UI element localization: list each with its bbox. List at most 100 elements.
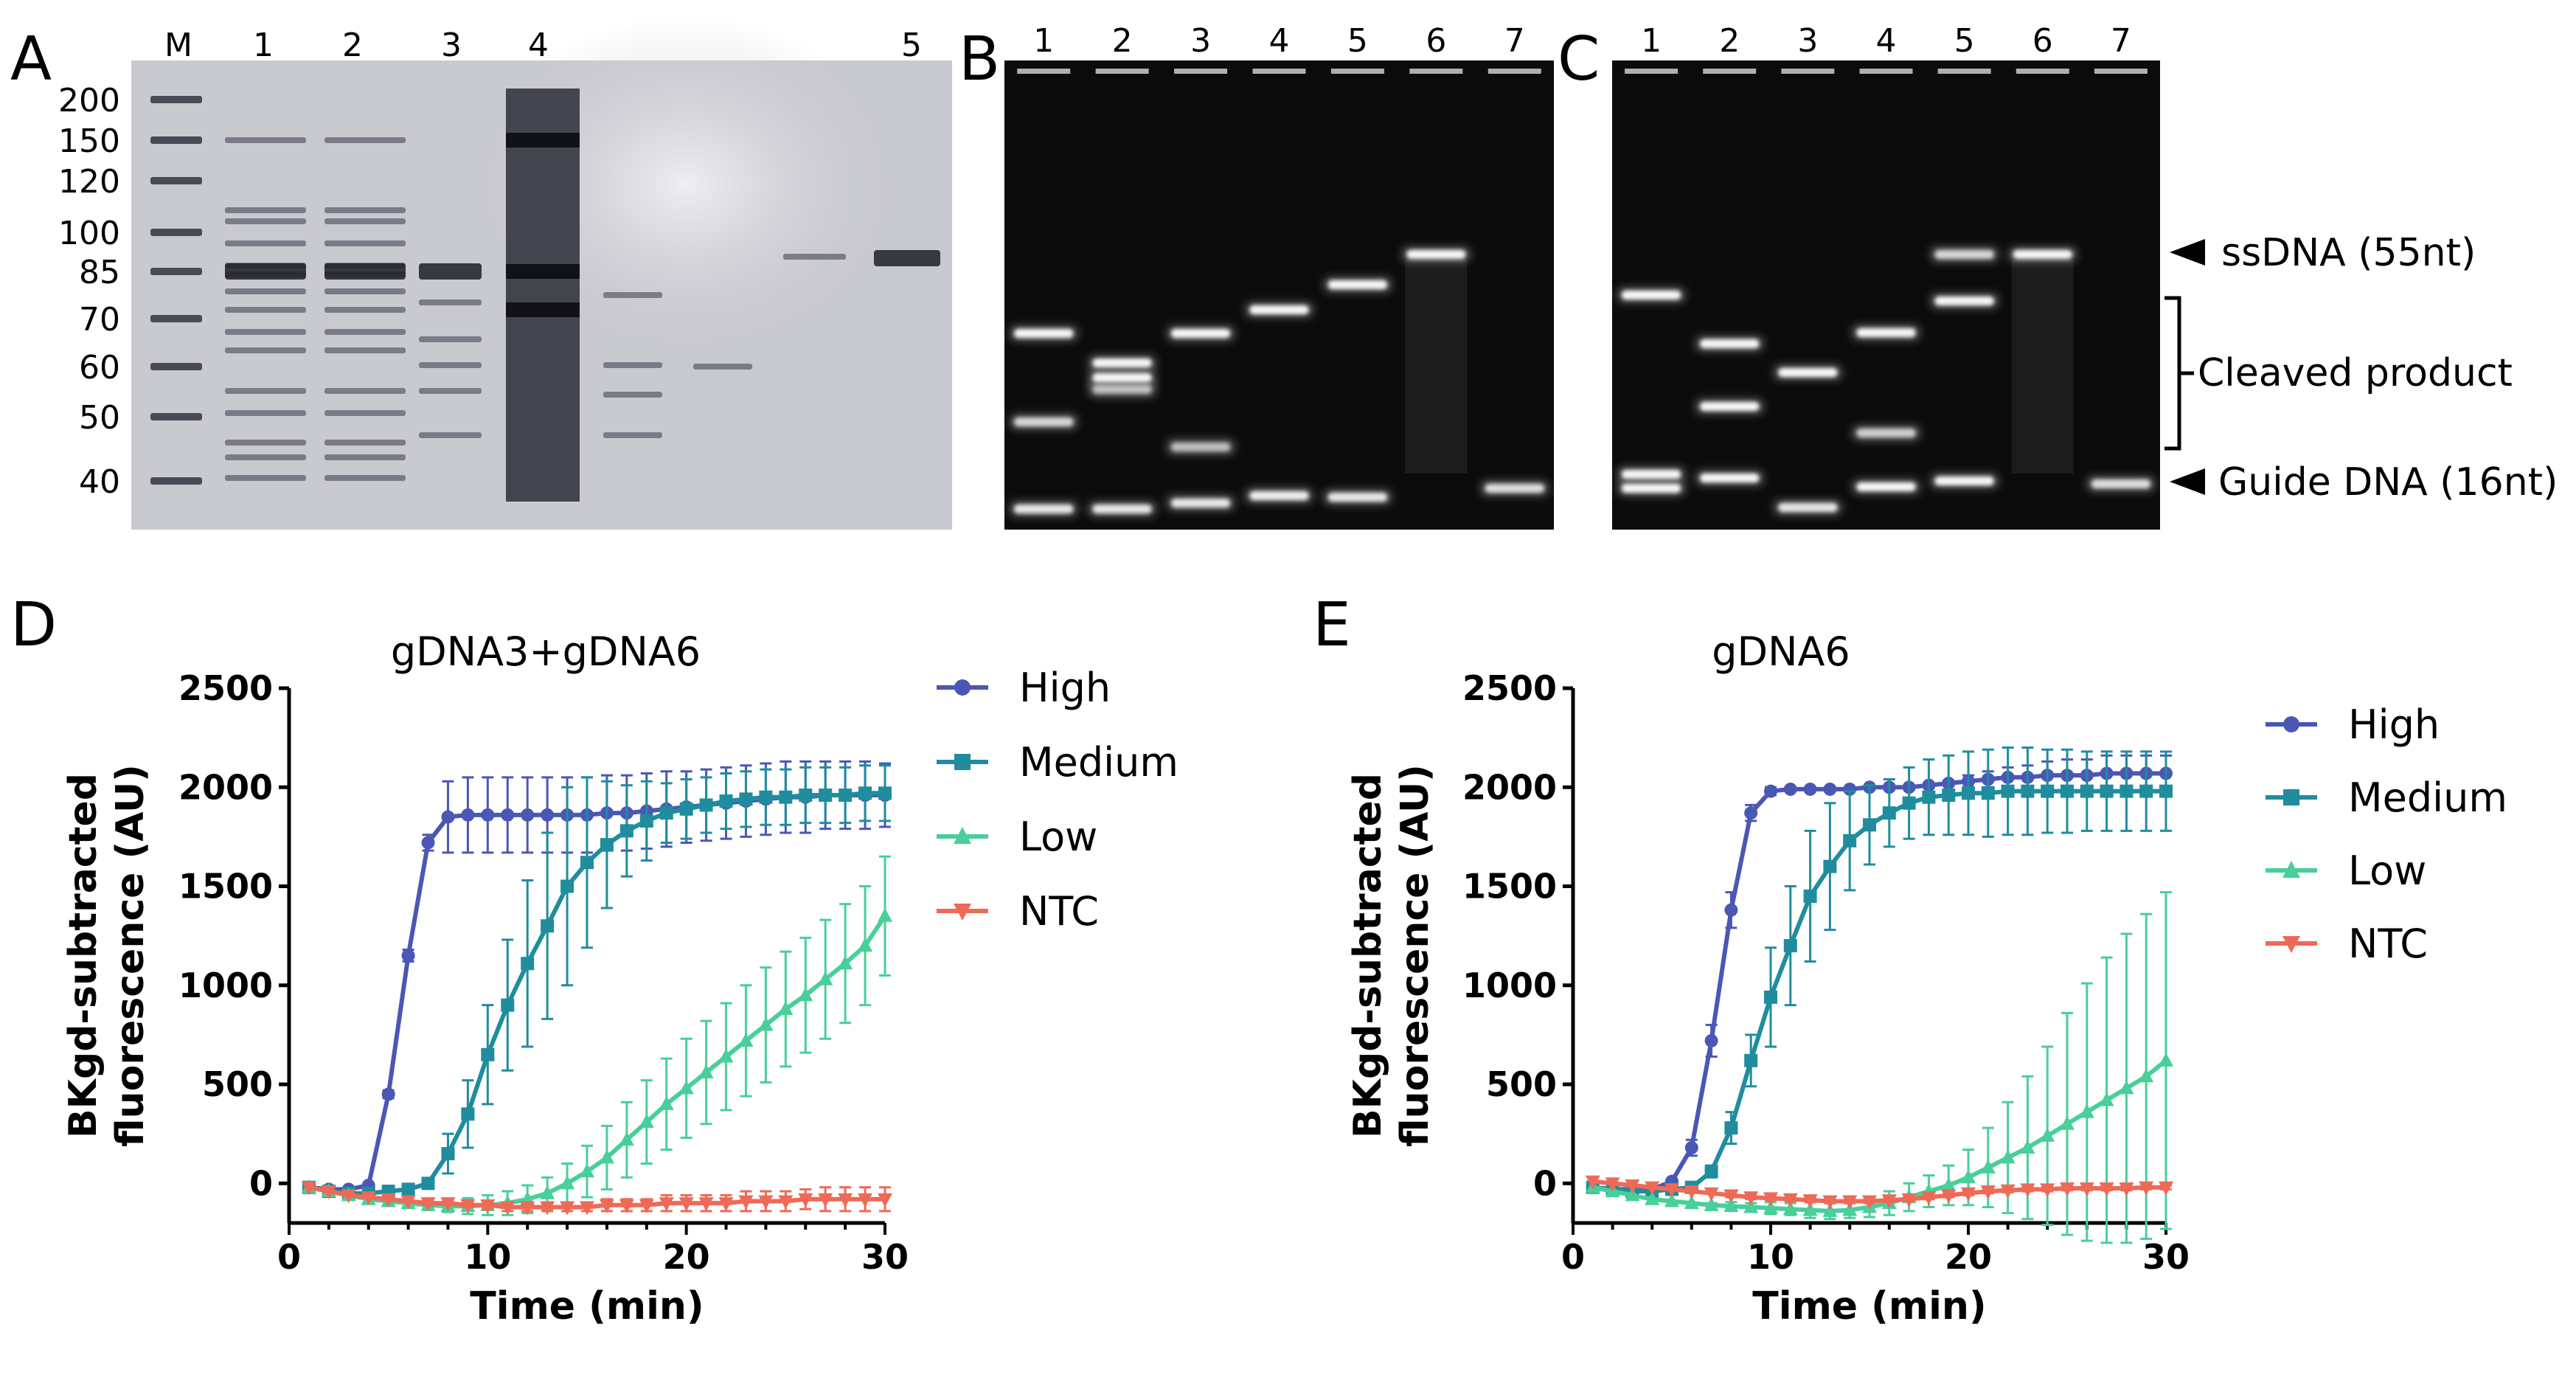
marker-circle [401, 949, 415, 963]
marker-square [541, 919, 555, 933]
gel-well [1095, 69, 1149, 74]
marker-triangle [1822, 1202, 1838, 1217]
marker-triangle [619, 1132, 634, 1146]
marker-triangle-down [420, 1197, 436, 1212]
gel-a-band [603, 432, 662, 438]
gel-band [1327, 493, 1387, 502]
gel-band [1485, 484, 1544, 493]
gel-a-band [603, 392, 662, 398]
gel-band [1856, 429, 1916, 437]
gel-band [2013, 250, 2072, 259]
marker-triangle [659, 1095, 674, 1110]
marker-square [759, 790, 773, 804]
marker-square [501, 998, 515, 1012]
gel-band [1092, 373, 1152, 382]
marker-square [2139, 784, 2153, 798]
gel-well [1252, 69, 1306, 74]
marker-triangle-down [1842, 1195, 1858, 1210]
gel-band [2091, 479, 2150, 488]
gel-a-band [419, 263, 482, 280]
gel-a-band [506, 264, 580, 279]
gel-a-marker-label: 70 [79, 301, 120, 339]
gel-a-band [225, 410, 306, 416]
marker-triangle-down [580, 1201, 594, 1216]
gel-b-lane-label: 5 [1347, 22, 1368, 60]
gel-a-band [506, 133, 580, 148]
marker-square [799, 789, 813, 802]
gel-a-band [324, 440, 406, 446]
marker-square [1823, 859, 1837, 873]
marker-circle [481, 808, 495, 822]
marker-triangle [698, 1064, 714, 1078]
legend-label: Low [1019, 814, 1097, 860]
gel-band [1700, 339, 1760, 348]
marker-triangle-down [698, 1197, 714, 1212]
marker-triangle-down [818, 1193, 833, 1207]
x-tick-label: 0 [277, 1237, 301, 1277]
gel-a-marker-band [150, 229, 202, 236]
marker-square [639, 814, 653, 828]
gel-a-band [603, 362, 662, 368]
marker-circle [954, 679, 971, 696]
marker-triangle-down [560, 1201, 575, 1216]
cleaved-bracket [2164, 296, 2194, 451]
y-tick-label: 500 [202, 1064, 273, 1104]
gel-band [1171, 443, 1231, 451]
gel-a-marker-label: 50 [79, 399, 120, 437]
marker-triangle-down [1704, 1187, 1719, 1202]
marker-triangle-down [2159, 1181, 2173, 1196]
marker-triangle [718, 1048, 734, 1063]
gel-band [1934, 250, 1994, 259]
marker-triangle-down [659, 1197, 674, 1212]
gel-a-band [324, 388, 406, 394]
series-line [1592, 1179, 2166, 1204]
gel-a-band [225, 329, 306, 335]
gel-well [2016, 69, 2069, 74]
marker-triangle [738, 1032, 754, 1047]
marker-square [878, 786, 892, 800]
legend-label: NTC [2348, 921, 2428, 967]
marker-circle [441, 810, 455, 824]
marker-triangle [1625, 1187, 1640, 1202]
marker-square [1704, 1165, 1718, 1179]
marker-triangle [838, 955, 853, 970]
series-ntc [1585, 1175, 2173, 1210]
series-line [308, 791, 885, 1196]
gel-a [131, 15, 952, 530]
marker-triangle [2139, 1068, 2154, 1083]
marker-triangle-down [1980, 1185, 1996, 1200]
gel-band [1934, 297, 1994, 305]
gel-b-lane-label: 3 [1190, 22, 1211, 60]
chart-d: 0 500 1000 1500 2000 2500 0 10 20 30 Time (min) BKg… [61, 628, 1178, 1328]
gel-band [1856, 328, 1916, 337]
gel-band [1622, 291, 1681, 299]
gel-c-lane-label: 4 [1876, 22, 1897, 60]
marker-triangle-down [1763, 1192, 1778, 1207]
gel-a-band [225, 307, 306, 313]
marker-triangle [758, 1016, 774, 1031]
chart-title: gDNA3+gDNA6 [391, 628, 701, 675]
marker-triangle-down [1961, 1187, 1976, 1202]
marker-square [1724, 1121, 1738, 1135]
series-line [1592, 789, 2166, 1193]
marker-triangle-down [718, 1197, 734, 1212]
marker-circle [1744, 806, 1758, 820]
marker-square [1744, 1053, 1758, 1067]
gel-c-lane-label: 7 [2111, 22, 2131, 60]
marker-circle [2283, 716, 2299, 732]
marker-triangle-down [1921, 1191, 1937, 1206]
marker-square [954, 754, 971, 770]
marker-triangle [1802, 1202, 1818, 1216]
marker-triangle [798, 987, 813, 1002]
panel-c-letter: C [1558, 24, 1600, 94]
y-tick-label: 1500 [1462, 867, 1557, 907]
gel-well [1625, 69, 1678, 74]
y-tick-label: 500 [1486, 1064, 1557, 1104]
cleaved-label: Cleaved product [2198, 351, 2513, 395]
marker-square [1863, 818, 1876, 832]
marker-triangle [1743, 1199, 1759, 1213]
gel-band [1700, 402, 1760, 411]
marker-triangle-down [2099, 1182, 2114, 1197]
marker-triangle-down [2119, 1182, 2134, 1197]
